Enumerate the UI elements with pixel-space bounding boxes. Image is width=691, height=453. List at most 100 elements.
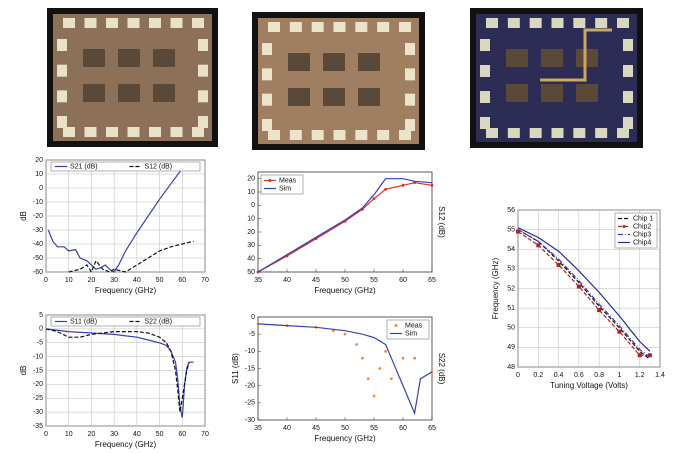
legend-label: Sim [279,185,291,192]
chip-element [323,88,345,106]
chip-pad [57,116,67,128]
chip-pad [529,18,542,28]
marker [256,322,260,326]
chip-element [358,88,380,106]
x-tick-label: 10 [65,431,73,438]
chip-pad [170,127,183,137]
legend-label: Meas [405,322,423,329]
y-tick-label: 0 [39,185,43,192]
x-tick-label: 30 [110,431,118,438]
legend-box [386,319,430,340]
marker [343,332,347,336]
legend-label: Chip2 [633,223,651,230]
chip-element [118,49,140,67]
x-tick-label: 0 [516,372,520,379]
chip-element [541,49,563,67]
legend-label: S22 (dB) [145,318,173,325]
chip-element [506,49,528,67]
y-tick-label: 20 [247,229,255,236]
x-tick-label: 60 [399,425,407,432]
chip-pad [333,22,346,32]
legend-label: Meas [279,177,297,184]
y-tick-label: 51 [507,305,515,312]
chip-pad [106,18,118,28]
x-tick-label: 40 [283,277,291,284]
y2-axis-label: S22 (dB) [437,353,446,385]
chip-element [83,84,105,102]
chip-pad [106,127,118,137]
x-tick-label: 65 [428,277,436,284]
legend-label: Chip3 [633,231,651,238]
chip-pad [573,18,586,28]
chip-element [153,84,175,102]
series-line [45,328,190,413]
chip-pad [486,128,498,138]
chip-pad [198,39,208,51]
x-tick-label: 0.4 [554,372,564,379]
legend-marker [268,179,272,182]
marker [576,284,581,289]
y-tick-label: 53 [507,266,515,273]
y-tick-label: 50 [507,325,515,332]
x-tick-label: 70 [201,277,209,284]
x-tick-label: 10 [65,277,73,284]
chip-pad [573,128,586,138]
chip-pad [262,119,272,131]
series-line [517,229,651,358]
x-axis-label: Frequency (GHz) [314,286,376,295]
chip-pad [127,18,140,28]
chip-pad [268,130,280,140]
marker [516,229,520,234]
y-tick-label: -30 [33,227,43,234]
x-tick-label: 55 [370,425,378,432]
x-tick-label: 20 [88,277,96,284]
chip-pad [127,127,140,137]
chip-pad [399,22,411,32]
chip-die [476,14,637,142]
y-tick-label: 10 [247,189,255,196]
chip-element [506,84,528,102]
x-tick-label: 65 [428,425,436,432]
x-tick-label: 40 [133,431,141,438]
y-tick-label: 48 [507,364,515,371]
chip-element [576,84,598,102]
x-tick-label: 50 [341,425,349,432]
marker [536,243,541,248]
marker [597,308,602,313]
y-tick-label: -60 [33,269,43,276]
x-tick-label: 30 [110,277,118,284]
y-tick-label: -20 [245,383,255,390]
marker [413,356,416,360]
chip-pad [399,130,411,140]
chip-pad [377,130,390,140]
x-axis-label: Tuning Voltage (Volts) [550,381,628,390]
legend-label: Chip 1 [633,215,653,222]
marker [355,343,358,346]
chip-pad [623,39,633,51]
x-tick-label: 1.2 [635,372,645,379]
chip-pad [405,68,415,81]
y-tick-label: -15 [33,367,43,374]
marker [556,262,561,267]
y-tick-label: 10 [247,216,255,223]
y-tick-label: 0 [251,202,255,209]
chip-pad [377,22,390,32]
chip-pad [551,128,564,138]
x-tick-label: 0 [44,277,48,284]
y-tick-label: -50 [33,255,43,262]
chip-element [358,53,380,71]
x-tick-label: 35 [254,425,262,432]
x-tick-label: 1 [617,372,621,379]
y-tick-label: -25 [33,395,43,402]
x-tick-label: 45 [312,277,320,284]
y-tick-label: 20 [247,176,255,183]
marker [647,353,652,358]
legend-box [260,174,304,195]
chip-pad [57,39,67,51]
chip-pad [595,18,608,28]
x-tick-label: 70 [201,431,209,438]
chip-die [258,18,419,144]
x-tick-label: 20 [88,431,96,438]
chip-pad [507,128,520,138]
x-tick-label: 60 [399,277,407,284]
